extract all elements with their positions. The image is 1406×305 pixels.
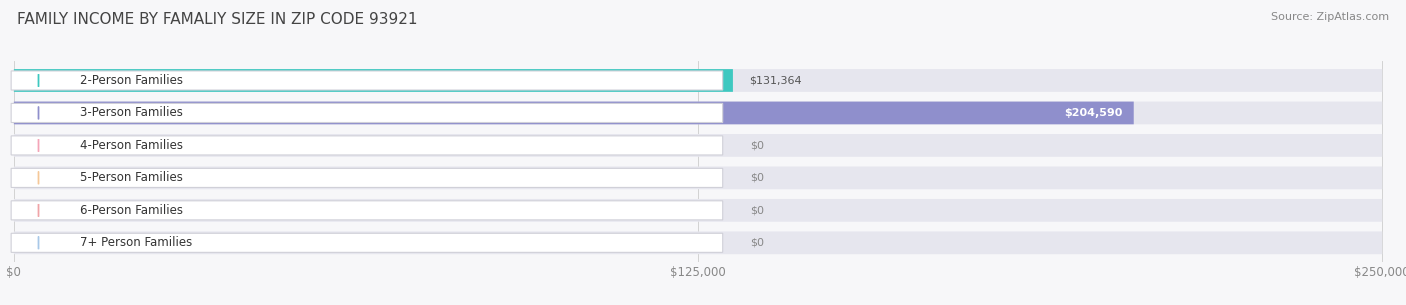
FancyBboxPatch shape <box>11 103 723 123</box>
Text: 6-Person Families: 6-Person Families <box>80 204 183 217</box>
FancyBboxPatch shape <box>14 167 1382 189</box>
Text: 5-Person Families: 5-Person Families <box>80 171 183 185</box>
Text: FAMILY INCOME BY FAMALIY SIZE IN ZIP CODE 93921: FAMILY INCOME BY FAMALIY SIZE IN ZIP COD… <box>17 12 418 27</box>
FancyBboxPatch shape <box>14 102 1133 124</box>
Text: $0: $0 <box>749 173 763 183</box>
FancyBboxPatch shape <box>14 102 1382 124</box>
Text: 3-Person Families: 3-Person Families <box>80 106 183 120</box>
FancyBboxPatch shape <box>14 69 1382 92</box>
Text: $131,364: $131,364 <box>749 75 801 85</box>
FancyBboxPatch shape <box>11 71 723 90</box>
Text: $0: $0 <box>749 205 763 215</box>
Text: $0: $0 <box>749 140 763 150</box>
FancyBboxPatch shape <box>14 231 1382 254</box>
FancyBboxPatch shape <box>14 134 1382 157</box>
FancyBboxPatch shape <box>14 69 733 92</box>
FancyBboxPatch shape <box>11 233 723 252</box>
Text: 7+ Person Families: 7+ Person Families <box>80 236 191 249</box>
FancyBboxPatch shape <box>11 136 723 155</box>
Text: Source: ZipAtlas.com: Source: ZipAtlas.com <box>1271 12 1389 22</box>
FancyBboxPatch shape <box>14 199 1382 222</box>
Text: $0: $0 <box>749 238 763 248</box>
FancyBboxPatch shape <box>11 201 723 220</box>
FancyBboxPatch shape <box>11 168 723 188</box>
Text: 4-Person Families: 4-Person Families <box>80 139 183 152</box>
Text: 2-Person Families: 2-Person Families <box>80 74 183 87</box>
Text: $204,590: $204,590 <box>1064 108 1123 118</box>
